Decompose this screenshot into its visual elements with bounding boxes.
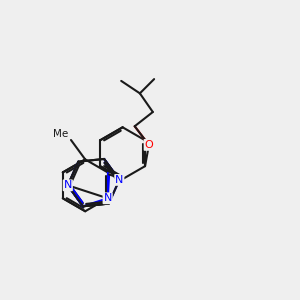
Text: O: O	[145, 140, 153, 150]
Text: N: N	[115, 175, 124, 185]
Text: N: N	[103, 193, 112, 203]
Text: N: N	[64, 180, 72, 190]
Text: Me: Me	[53, 128, 69, 139]
